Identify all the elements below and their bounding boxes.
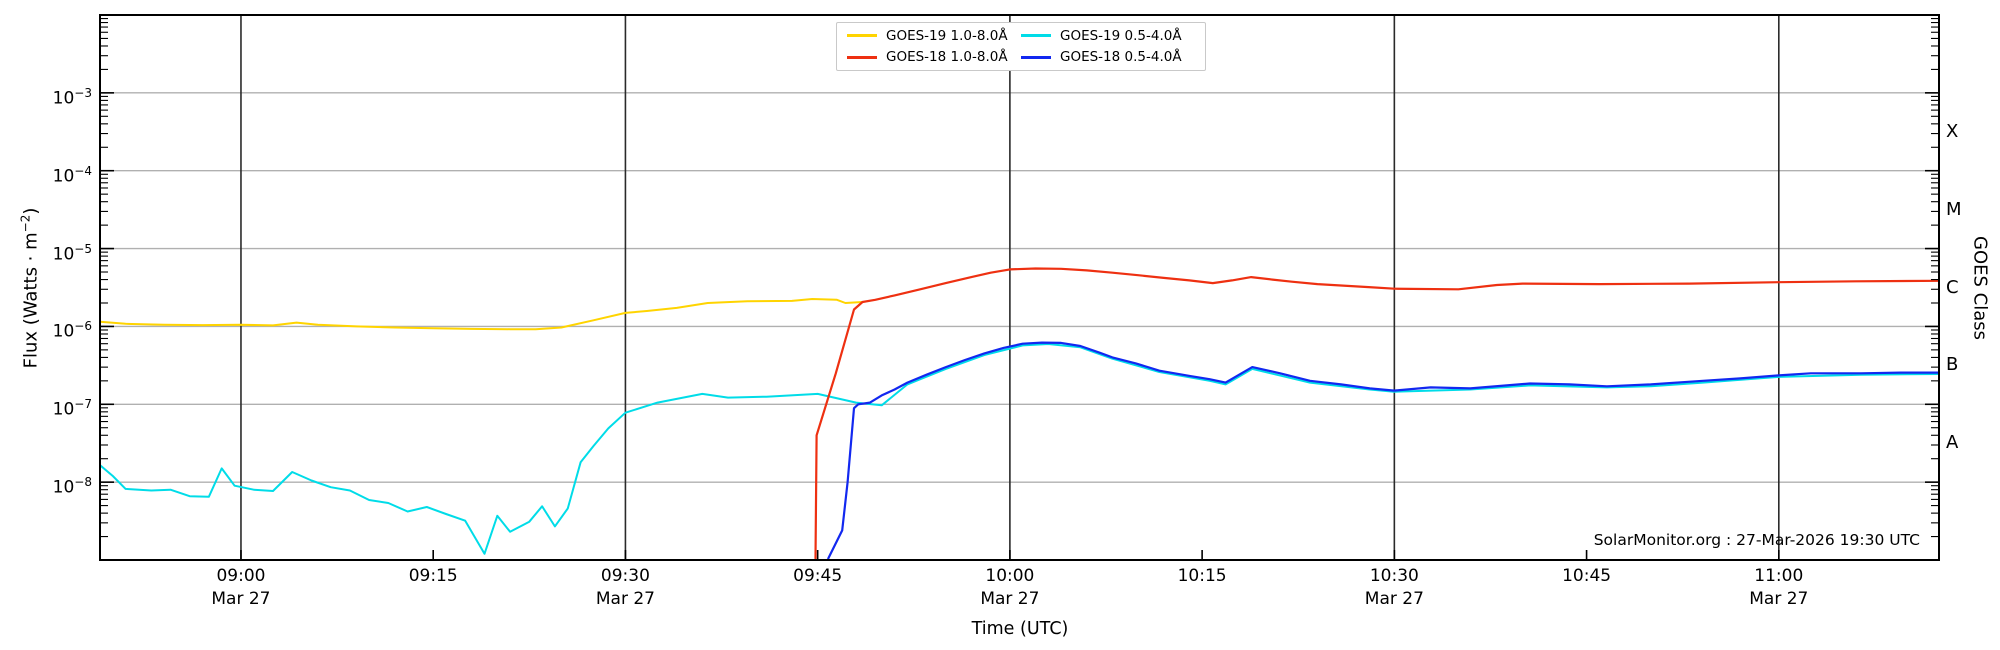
x-tick-label: 09:30 (600, 566, 650, 586)
legend-line-swatch (1021, 55, 1051, 59)
x-tick-date: Mar 27 (980, 589, 1040, 609)
series-line-goes-19-1-0-8-0- (100, 298, 864, 331)
x-tick-date: Mar 27 (211, 589, 271, 609)
goes-class-label: C (1946, 276, 1959, 298)
x-tick-label: 10:15 (1177, 566, 1227, 586)
series-line-goes-19-0-5-4-0- (100, 343, 1939, 555)
goes-class-label: M (1946, 198, 1962, 220)
legend-box: GOES-19 1.0-8.0Å GOES-18 1.0-8.0Å GOES-19 … (836, 22, 1206, 71)
x-tick-label: 10:30 (1369, 566, 1419, 586)
x-tick-label: 09:15 (408, 566, 458, 586)
axes-frame (99, 14, 1940, 561)
legend-line-swatch (847, 34, 877, 38)
y-tick-label: 10−7 (52, 397, 92, 420)
y-tick-label: 10−5 (52, 241, 92, 265)
x-tick-date: Mar 27 (1364, 589, 1424, 609)
goes-class-label: X (1946, 120, 1959, 142)
y-axis-label: Flux (Watts · m−2) (18, 207, 42, 369)
legend-item-label: GOES-18 1.0-8.0Å (886, 49, 1008, 66)
x-tick-label: 09:00 (216, 566, 266, 586)
y-tick-label: 10−4 (52, 163, 92, 187)
y-tick-label: 10−6 (52, 319, 92, 343)
x-axis-label: Time (UTC) (971, 619, 1069, 639)
x-tick-label: 09:45 (793, 566, 843, 586)
legend-line-swatch (847, 55, 877, 59)
legend-item-label: GOES-18 0.5-4.0Å (1060, 49, 1182, 66)
legend-item-label: GOES-19 1.0-8.0Å (886, 27, 1008, 44)
legend-item: GOES-19 0.5-4.0Å (1021, 28, 1195, 44)
x-tick-date: Mar 27 (1749, 589, 1809, 609)
legend-item: GOES-18 0.5-4.0Å (1021, 49, 1195, 65)
series-line-goes-18-0-5-4-0- (827, 341, 1939, 560)
x-tick-label: 11:00 (1754, 566, 1804, 586)
x-tick-label: 10:45 (1562, 566, 1612, 586)
y-tick-label: 10−3 (52, 85, 92, 109)
y-tick-label: 10−8 (52, 475, 92, 498)
x-tick-label: 10:00 (985, 566, 1035, 586)
legend-item: GOES-19 1.0-8.0Å (847, 28, 1021, 44)
x-tick-date: Mar 27 (595, 589, 655, 609)
series-line-goes-18-1-0-8-0- (814, 267, 1939, 560)
goes-class-label: A (1946, 432, 1959, 454)
legend-line-swatch (1021, 34, 1051, 38)
goes-class-label: B (1946, 354, 1959, 376)
attribution: SolarMonitor.org : 27-Mar-2026 19:30 UTC (1593, 531, 1920, 549)
legend-item-label: GOES-19 0.5-4.0Å (1060, 27, 1182, 44)
legend-item: GOES-18 1.0-8.0Å (847, 49, 1021, 65)
